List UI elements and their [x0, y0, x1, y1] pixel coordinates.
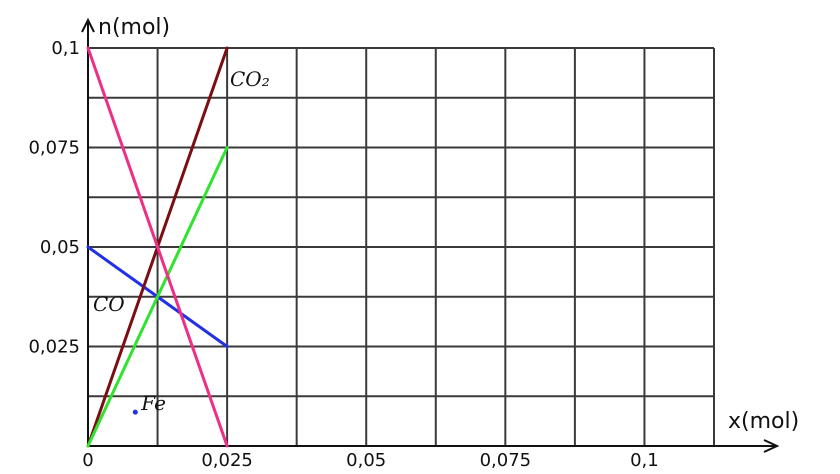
axes: [81, 17, 780, 453]
series-lines: [86, 46, 229, 448]
x-axis-title: x(mol): [728, 409, 799, 434]
y-tick-label: 0,1: [51, 38, 80, 59]
series-label: CO: [93, 292, 125, 316]
labels: 0,025 0,05 0,075 0,1 0 0,025 0,05 0,075 0,1 n(mol…: [28, 15, 799, 471]
x-tick-label: 0,075: [480, 450, 532, 470]
y-axis-arrowhead: [81, 17, 95, 33]
y-tick-label: 0,075: [28, 138, 80, 159]
x-tick-label: 0,05: [346, 450, 386, 470]
x-tick-label: 0,025: [201, 450, 253, 470]
series-label: CO₂: [230, 67, 270, 91]
y-axis-title: n(mol): [98, 15, 170, 40]
series-line: [86, 46, 229, 448]
y-tick-label: 0,025: [28, 337, 80, 358]
y-tick-label: 0,05: [40, 237, 80, 258]
series-line: [86, 146, 229, 448]
annotation-label: Fe: [140, 391, 166, 415]
annotation-marker: [132, 409, 138, 415]
x-tick-label: 0: [82, 450, 93, 470]
x-tick-label: 0,1: [630, 450, 659, 470]
x-axis-arrowhead: [763, 439, 780, 453]
